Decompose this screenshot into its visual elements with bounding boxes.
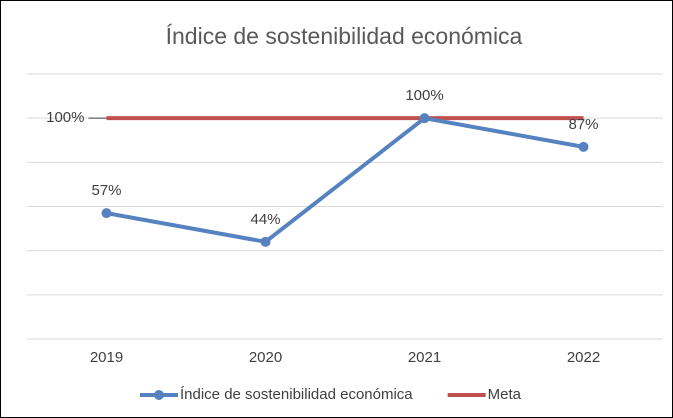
marker xyxy=(419,113,430,124)
legend-label: Meta xyxy=(488,386,522,403)
marker xyxy=(578,141,589,152)
data-label: 87% xyxy=(568,116,598,133)
legend-marker xyxy=(154,390,164,400)
x-tick-label: 2022 xyxy=(567,349,600,366)
marker xyxy=(101,208,112,219)
x-tick-label: 2020 xyxy=(249,349,282,366)
data-label: 44% xyxy=(250,211,280,228)
x-tick-label: 2021 xyxy=(408,349,441,366)
chart-title: Índice de sostenibilidad económica xyxy=(166,23,523,49)
data-label: 57% xyxy=(91,182,121,199)
data-label: 100% xyxy=(405,87,443,104)
x-tick-label: 2019 xyxy=(90,349,123,366)
data-label: 100% xyxy=(46,109,84,126)
series-line xyxy=(106,116,584,244)
marker xyxy=(260,236,271,247)
legend-label: Índice de sostenibilidad económica xyxy=(180,386,413,403)
